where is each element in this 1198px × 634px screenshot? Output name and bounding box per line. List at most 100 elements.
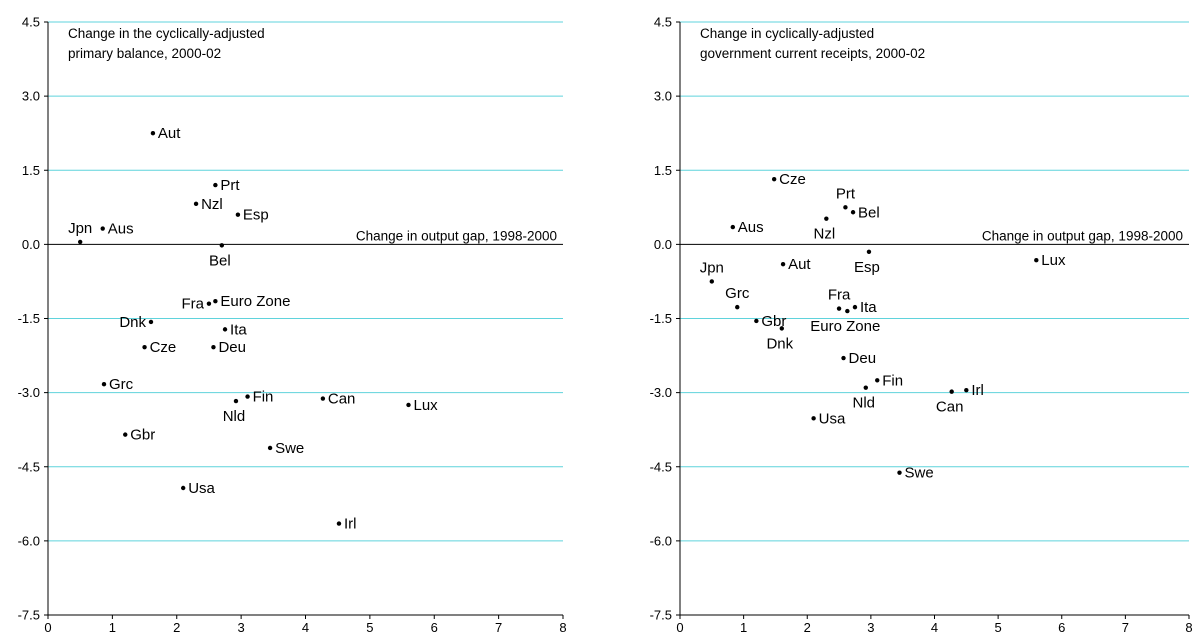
data-label: Deu <box>849 350 877 367</box>
data-point <box>320 396 326 401</box>
data-point <box>836 306 842 311</box>
x-axis-label: Change in output gap, 1998-2000 <box>982 228 1183 243</box>
x-tick-label: 5 <box>995 620 1002 634</box>
data-point <box>213 182 218 188</box>
data-point <box>211 344 216 350</box>
data-label: Aus <box>108 221 134 238</box>
y-tick-label: 3.0 <box>654 89 672 104</box>
data-label: Jpn <box>68 220 92 237</box>
x-tick-label: 6 <box>431 620 438 634</box>
x-tick-label: 0 <box>44 620 51 634</box>
data-point <box>850 210 856 215</box>
chart-title: government current receipts, 2000-02 <box>700 46 925 61</box>
data-point <box>150 130 156 136</box>
y-tick-label: -4.5 <box>650 459 672 474</box>
y-tick-label: -4.5 <box>18 459 40 474</box>
data-label: Euro Zone <box>810 318 880 335</box>
data-label: Esp <box>243 207 269 224</box>
data-point <box>1034 257 1039 263</box>
data-point <box>779 326 784 331</box>
data-point <box>841 355 846 361</box>
data-point <box>336 521 342 526</box>
data-label: Lux <box>1041 252 1066 269</box>
data-label: Irl <box>344 516 357 533</box>
data-point <box>123 432 128 437</box>
y-tick-label: 4.5 <box>22 15 40 30</box>
data-point <box>206 301 212 306</box>
data-label: Gbr <box>761 313 786 330</box>
data-label: Prt <box>836 185 856 202</box>
y-tick-label: -7.5 <box>18 608 40 623</box>
data-label: Swe <box>275 440 304 457</box>
x-tick-label: 2 <box>804 620 811 634</box>
data-label: Fin <box>882 372 903 389</box>
data-point <box>824 216 829 221</box>
data-label: Aus <box>738 219 764 236</box>
data-point <box>897 470 902 475</box>
data-label: Cze <box>150 339 177 356</box>
x-tick-label: 4 <box>302 620 309 634</box>
data-label: Nzl <box>201 196 223 213</box>
y-tick-label: -6.0 <box>18 533 40 548</box>
data-label: Ita <box>230 321 247 338</box>
data-point <box>964 387 969 393</box>
data-point <box>77 239 83 245</box>
data-point <box>193 201 199 207</box>
x-tick-label: 3 <box>238 620 245 634</box>
data-label: Aut <box>158 125 181 142</box>
data-point <box>222 327 228 332</box>
x-tick-label: 4 <box>931 620 938 634</box>
data-point <box>180 485 186 491</box>
data-point <box>852 304 858 310</box>
x-tick-label: 8 <box>1185 620 1192 634</box>
data-point <box>245 394 250 399</box>
data-point <box>845 308 850 314</box>
data-point <box>235 212 241 217</box>
data-point <box>949 389 954 394</box>
x-tick-label: 5 <box>366 620 373 634</box>
data-point <box>863 385 868 390</box>
data-point <box>754 318 759 324</box>
data-label: Fin <box>253 389 274 406</box>
chart-title: Change in cyclically-adjusted <box>700 26 874 41</box>
data-point <box>101 382 107 387</box>
data-point <box>811 416 816 421</box>
data-label: Cze <box>779 171 806 188</box>
data-label: Prt <box>220 177 240 194</box>
data-label: Irl <box>971 382 984 399</box>
data-point <box>866 249 872 254</box>
data-label: Grc <box>725 285 750 302</box>
data-label: Nld <box>223 408 246 425</box>
data-label: Fra <box>828 287 851 304</box>
chart-title: Change in the cyclically-adjusted <box>68 26 265 41</box>
x-tick-label: 2 <box>173 620 180 634</box>
x-tick-label: 1 <box>109 620 116 634</box>
data-point <box>730 224 736 230</box>
data-label: Esp <box>854 259 880 276</box>
data-point <box>100 226 105 231</box>
data-label: Can <box>328 391 356 408</box>
data-label: Bel <box>858 204 880 221</box>
data-point <box>709 279 715 284</box>
data-label: Usa <box>188 480 215 497</box>
data-point <box>267 445 273 451</box>
data-label: Usa <box>819 410 846 427</box>
data-point <box>406 402 411 408</box>
data-label: Nld <box>853 395 876 412</box>
data-label: Can <box>936 399 964 416</box>
data-label: Dnk <box>766 335 793 352</box>
data-point <box>875 378 880 383</box>
data-point <box>219 243 225 248</box>
data-point <box>735 304 740 310</box>
y-tick-label: -7.5 <box>650 608 672 623</box>
data-label: Aut <box>788 256 811 273</box>
data-point <box>148 319 154 325</box>
data-label: Deu <box>218 339 246 356</box>
x-axis-label: Change in output gap, 1998-2000 <box>356 228 557 243</box>
data-label: Jpn <box>700 259 724 276</box>
y-tick-label: 1.5 <box>22 163 40 178</box>
y-tick-label: -1.5 <box>650 311 672 326</box>
data-point <box>771 176 777 182</box>
x-tick-label: 8 <box>559 620 566 634</box>
x-tick-label: 0 <box>676 620 683 634</box>
